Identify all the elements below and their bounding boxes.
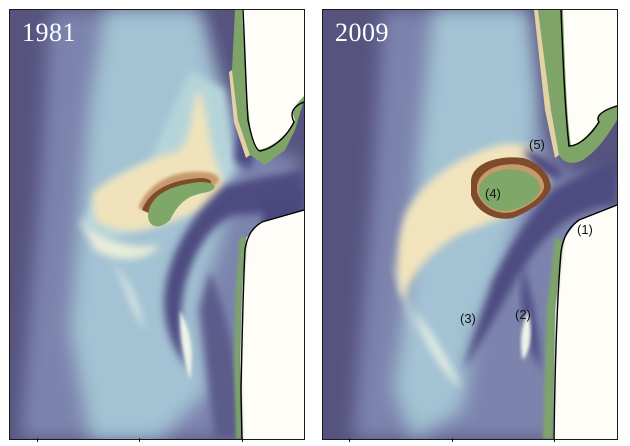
year-label-1981: 1981 <box>22 18 76 47</box>
bathymetry-map-2009 <box>323 10 617 439</box>
axis-tick <box>37 438 38 442</box>
feature-label-4: (4) <box>485 186 501 201</box>
year-label-2009: 2009 <box>335 18 389 47</box>
axis-tick <box>242 438 243 442</box>
bathymetry-map-1981 <box>10 10 304 439</box>
axis-tick <box>452 438 453 442</box>
map-panel-2009: 2009 (5) (4) (1) (2) (3) <box>322 9 618 440</box>
axis-tick <box>554 438 555 442</box>
feature-label-2: (2) <box>515 307 531 322</box>
axis-tick <box>349 438 350 442</box>
feature-label-3: (3) <box>460 311 476 326</box>
axis-tick <box>139 438 140 442</box>
feature-label-1: (1) <box>577 222 593 237</box>
feature-label-5: (5) <box>529 137 545 152</box>
map-panel-1981: 1981 <box>9 9 305 440</box>
